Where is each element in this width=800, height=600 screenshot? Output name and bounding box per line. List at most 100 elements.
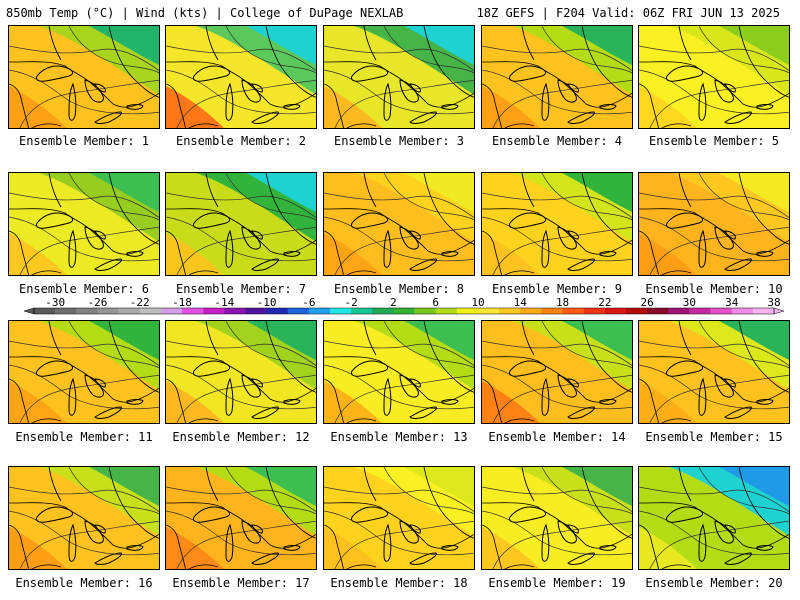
colorbar-swatch [731, 308, 754, 314]
warm-shading [166, 233, 224, 275]
geopotential-contour [334, 226, 474, 275]
colorbar-tick-label: -2 [345, 297, 358, 309]
great-lakes-outline [94, 111, 122, 124]
run-valid-time: 18Z GEFS | F204 Valid: 06Z FRI JUN 13 20… [476, 6, 780, 20]
geopotential-contour [19, 79, 159, 128]
warm-shading [166, 86, 224, 128]
great-lakes-outline [666, 65, 704, 82]
great-lakes-outline [283, 399, 301, 405]
great-lakes-outline [94, 406, 122, 419]
ensemble-member-label: Ensemble Member: 15 [645, 430, 783, 444]
cool-temperature-band [404, 467, 474, 506]
cool-temperature-band [89, 321, 159, 360]
great-lakes-outline [724, 111, 752, 124]
temperature-field [639, 467, 789, 569]
great-lakes-outline [126, 251, 144, 257]
political-border [661, 418, 692, 423]
warm-shading [324, 381, 382, 423]
political-border [108, 321, 159, 393]
great-lakes-outline [399, 374, 421, 398]
great-lakes-outline [193, 212, 231, 229]
great-lakes-outline [714, 374, 736, 398]
colorbar-swatch [710, 308, 733, 314]
political-border [48, 26, 62, 61]
colorbar-tick-label: 2 [390, 297, 397, 309]
cool-temperature-band [246, 26, 316, 65]
great-lakes-outline [241, 226, 263, 250]
political-border [639, 230, 659, 275]
ensemble-member-map-6 [8, 172, 160, 276]
great-lakes-outline [225, 523, 234, 562]
political-border [324, 524, 344, 569]
ensemble-member-map-12 [165, 320, 317, 424]
great-lakes-outline [714, 520, 736, 544]
map-title: 850mb Temp (°C) | Wind (kts) | College o… [6, 6, 404, 20]
political-border [205, 321, 219, 356]
cool-temperature-band [562, 26, 632, 65]
geopotential-contour [639, 364, 789, 410]
colorbar-tick-label: -26 [87, 297, 107, 309]
great-lakes-outline [509, 506, 547, 523]
political-border [661, 270, 692, 275]
colorbar-tick-label: -30 [45, 297, 65, 309]
geopotential-contour [698, 321, 789, 369]
great-lakes-outline [567, 552, 595, 565]
geopotential-contour [482, 216, 632, 262]
great-lakes-outline [756, 251, 774, 257]
great-lakes-outline [666, 506, 704, 523]
political-border [265, 467, 316, 539]
great-lakes-outline [94, 258, 122, 271]
great-lakes-outline [714, 226, 736, 250]
colorbar-swatch [626, 308, 648, 314]
political-border [423, 173, 474, 245]
warm-shading [9, 527, 67, 569]
political-border [738, 321, 789, 393]
geopotential-contour [68, 26, 159, 74]
great-lakes-outline [541, 229, 550, 268]
cool-temperature-band [562, 321, 632, 360]
political-border [31, 418, 62, 423]
colorbar-tick-label: 10 [471, 297, 484, 309]
geopotential-contour [166, 486, 316, 513]
geopotential-contour [649, 79, 789, 128]
great-lakes-outline [126, 399, 144, 405]
great-lakes-outline [126, 545, 144, 551]
cool-temperature-band [89, 173, 159, 212]
cool-temperature-band [404, 26, 474, 65]
great-lakes-outline [541, 523, 550, 562]
geopotential-contour [176, 79, 316, 128]
colorbar-swatch [414, 308, 437, 314]
great-lakes-outline [351, 212, 389, 229]
great-lakes-outline [84, 520, 106, 544]
great-lakes-outline [84, 79, 106, 103]
colorbar-swatch [583, 308, 606, 314]
political-border [504, 123, 535, 128]
geopotential-contour [166, 192, 316, 219]
cool-temperature-band [89, 26, 159, 65]
ensemble-member-map-8 [323, 172, 475, 276]
great-lakes-outline [599, 545, 617, 551]
colorbar-swatch [139, 308, 162, 314]
warm-shading [639, 233, 697, 275]
ensemble-member-label: Ensemble Member: 3 [333, 134, 465, 148]
great-lakes-outline [599, 399, 617, 405]
ensemble-member-label: Ensemble Member: 16 [15, 576, 153, 590]
political-border [166, 83, 186, 128]
great-lakes-outline [541, 377, 550, 416]
great-lakes-outline [441, 104, 459, 110]
political-border [9, 230, 29, 275]
ensemble-member-label: Ensemble Member: 20 [645, 576, 783, 590]
colorbar-tick-label: 30 [683, 297, 696, 309]
great-lakes-outline [383, 377, 392, 416]
geopotential-contour [698, 173, 789, 221]
ensemble-member-map-17 [165, 466, 317, 570]
colorbar-svg: -30 -26 -22 -18 -14 -10 -6 -2 2 6 10 14 18 22 26 30 34 38… [23, 296, 785, 315]
political-border [188, 564, 219, 569]
political-border [504, 418, 535, 423]
geopotential-contour [9, 69, 159, 115]
colorbar-tick-label: -6 [302, 297, 315, 309]
political-border [205, 467, 219, 502]
great-lakes-outline [756, 399, 774, 405]
political-border [166, 230, 186, 275]
great-lakes-outline [724, 552, 752, 565]
